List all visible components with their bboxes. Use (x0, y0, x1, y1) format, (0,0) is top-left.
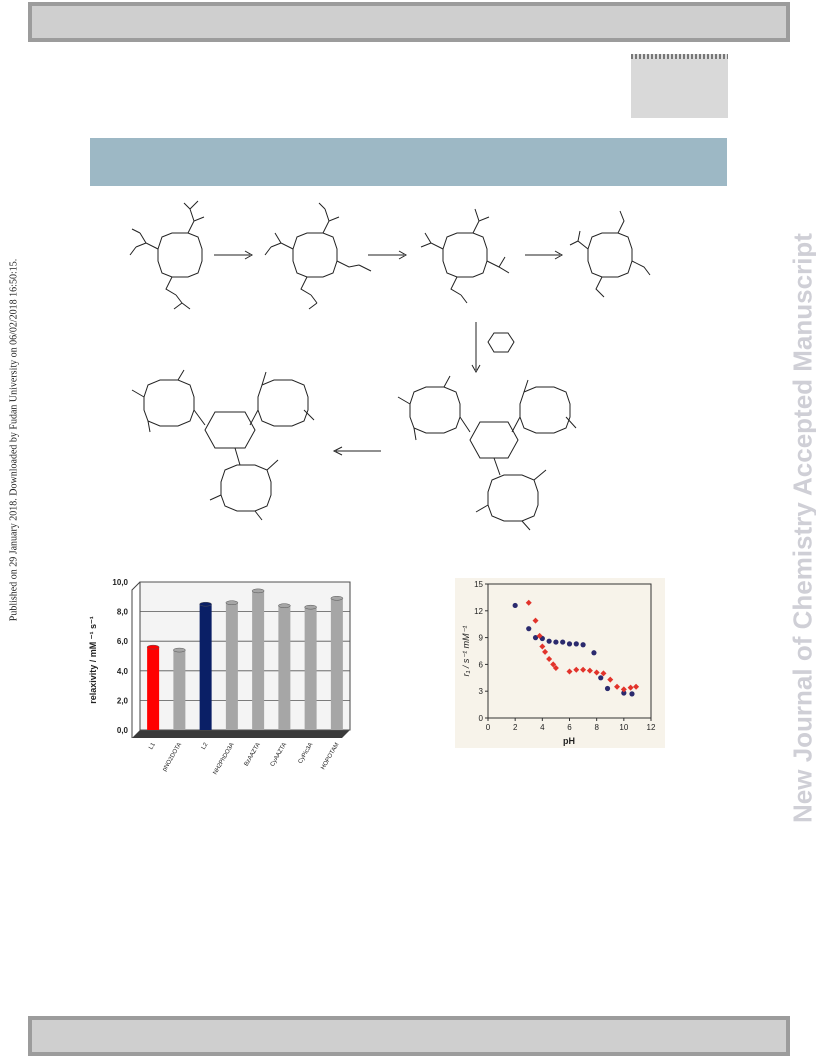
bottom-footer-bar (28, 1016, 790, 1056)
bar-xtick-label: L1 (148, 741, 157, 750)
scatter-point-diamond (586, 667, 593, 674)
bar-pNO2DOTA (173, 647, 186, 730)
scatter-point-circle (621, 690, 627, 696)
bar-xtick-label: CyAAZTA (270, 742, 288, 768)
bar-ytick-label: 8,0 (117, 608, 129, 617)
scatter-xlabel: pH (563, 736, 575, 746)
macrocycle-4 (569, 210, 651, 298)
bar-L2 (199, 601, 212, 730)
scatter-xtick-label: 8 (594, 723, 599, 732)
trimer-right (397, 375, 577, 531)
bar-xtick-label: L2 (201, 741, 210, 750)
scatter-ytick-label: 9 (479, 634, 484, 643)
scatter-point-circle (526, 626, 532, 632)
bar-CyPic3A (304, 604, 317, 730)
scatter-point-circle (512, 602, 518, 609)
scatter-xtick-label: 12 (647, 723, 656, 732)
scatter-point-circle (566, 641, 573, 647)
scatter-point-diamond (539, 643, 546, 650)
scatter-point-diamond (607, 676, 614, 683)
macrocycle-3 (420, 208, 510, 304)
scatter-point-diamond (552, 664, 559, 671)
scatter-xtick-label: 2 (513, 723, 518, 732)
scatter-point-circle (546, 638, 552, 644)
bar-CyAAZTA (278, 603, 291, 730)
scatter-point-circle (604, 685, 611, 692)
bar-xtick-label: pNO2DOTA (162, 742, 183, 773)
bar-HOPOTAM (330, 596, 344, 730)
relaxivity-ph-scatter: 0 2 4 6 8 10 12 0 3 6 9 12 15 pH r₁ / s⁻¹ mM⁻¹ (455, 578, 665, 748)
scatter-ytick-label: 0 (479, 714, 484, 723)
scatter-ytick-label: 12 (474, 607, 483, 616)
scatter-point-circle (560, 639, 566, 645)
bar-xtick-label: CyPic3A (298, 742, 315, 765)
bar-ytick-label: 0,0 (117, 726, 129, 735)
scatter-point-circle (580, 642, 586, 648)
scatter-ytick-label: 6 (479, 660, 484, 669)
scatter-point-diamond (566, 668, 573, 675)
macrocycle-2 (264, 202, 372, 310)
trimer-left (131, 369, 315, 521)
scatter-point-circle (591, 650, 597, 656)
scatter-point-circle (553, 639, 559, 645)
scatter-point-diamond (580, 666, 587, 673)
bar-ytick-label: 2,0 (117, 696, 129, 705)
corner-barcode-strip (631, 54, 728, 59)
scatter-point-diamond (573, 666, 580, 673)
scatter-xtick-label: 4 (540, 723, 545, 732)
scatter-point-circle (532, 635, 539, 641)
bar-chart-ylabel: relaxivity / mM ⁻¹ s⁻¹ (88, 616, 98, 704)
scatter-ylabel: r₁ / s⁻¹ mM⁻¹ (461, 626, 471, 677)
scatter-point-diamond (525, 599, 532, 606)
scatter-point-diamond (536, 632, 543, 639)
scatter-point-diamond (620, 686, 627, 693)
bar-chart-plot-area (139, 581, 351, 731)
scatter-point-diamond (546, 656, 553, 663)
bar-ytick-label: 10,0 (112, 578, 128, 587)
synthesis-scheme (129, 200, 651, 531)
title-banner (90, 138, 727, 186)
scatter-background (455, 578, 665, 748)
scatter-xtick-label: 6 (567, 723, 572, 732)
scatter-ytick-label: 15 (474, 580, 483, 589)
top-header-bar (28, 2, 790, 42)
scatter-point-diamond (550, 661, 557, 668)
bar-chart-floor (132, 730, 350, 738)
macrocycle-1 (129, 200, 205, 310)
corner-logo-box (631, 54, 728, 118)
scatter-point-circle (598, 675, 604, 681)
scatter-point-circle (629, 691, 635, 697)
bar-xtick-label: NH2PhDO3A (213, 742, 236, 776)
bar-ytick-label: 6,0 (117, 637, 129, 646)
scatter-xtick-label: 10 (619, 723, 628, 732)
scatter-point-diamond (593, 669, 600, 676)
bar-BzAAZTA (251, 588, 265, 730)
scatter-point-diamond (532, 617, 539, 624)
relaxivity-bar-chart: 0,0 2,0 4,0 6,0 8,0 10,0 L1 pNO2DOTA L2 NH2PhDO3… (88, 578, 351, 776)
scatter-point-diamond (600, 670, 607, 677)
bar-ytick-label: 4,0 (117, 667, 129, 676)
scatter-point-diamond (627, 684, 634, 691)
bar-L1 (146, 644, 160, 730)
scatter-point-diamond (614, 683, 621, 690)
scatter-ytick-label: 3 (479, 687, 484, 696)
scatter-xtick-label: 0 (486, 723, 491, 732)
bar-NH2PhDO3A (225, 600, 239, 730)
scatter-point-circle (573, 641, 579, 647)
bar-xtick-label: HOPOTAM (320, 742, 340, 771)
bar-xtick-label: BzAAZTA (244, 742, 262, 767)
bar-chart-side-wall (131, 581, 141, 738)
scatter-point-diamond (633, 683, 640, 690)
scatter-point-diamond (542, 648, 549, 655)
